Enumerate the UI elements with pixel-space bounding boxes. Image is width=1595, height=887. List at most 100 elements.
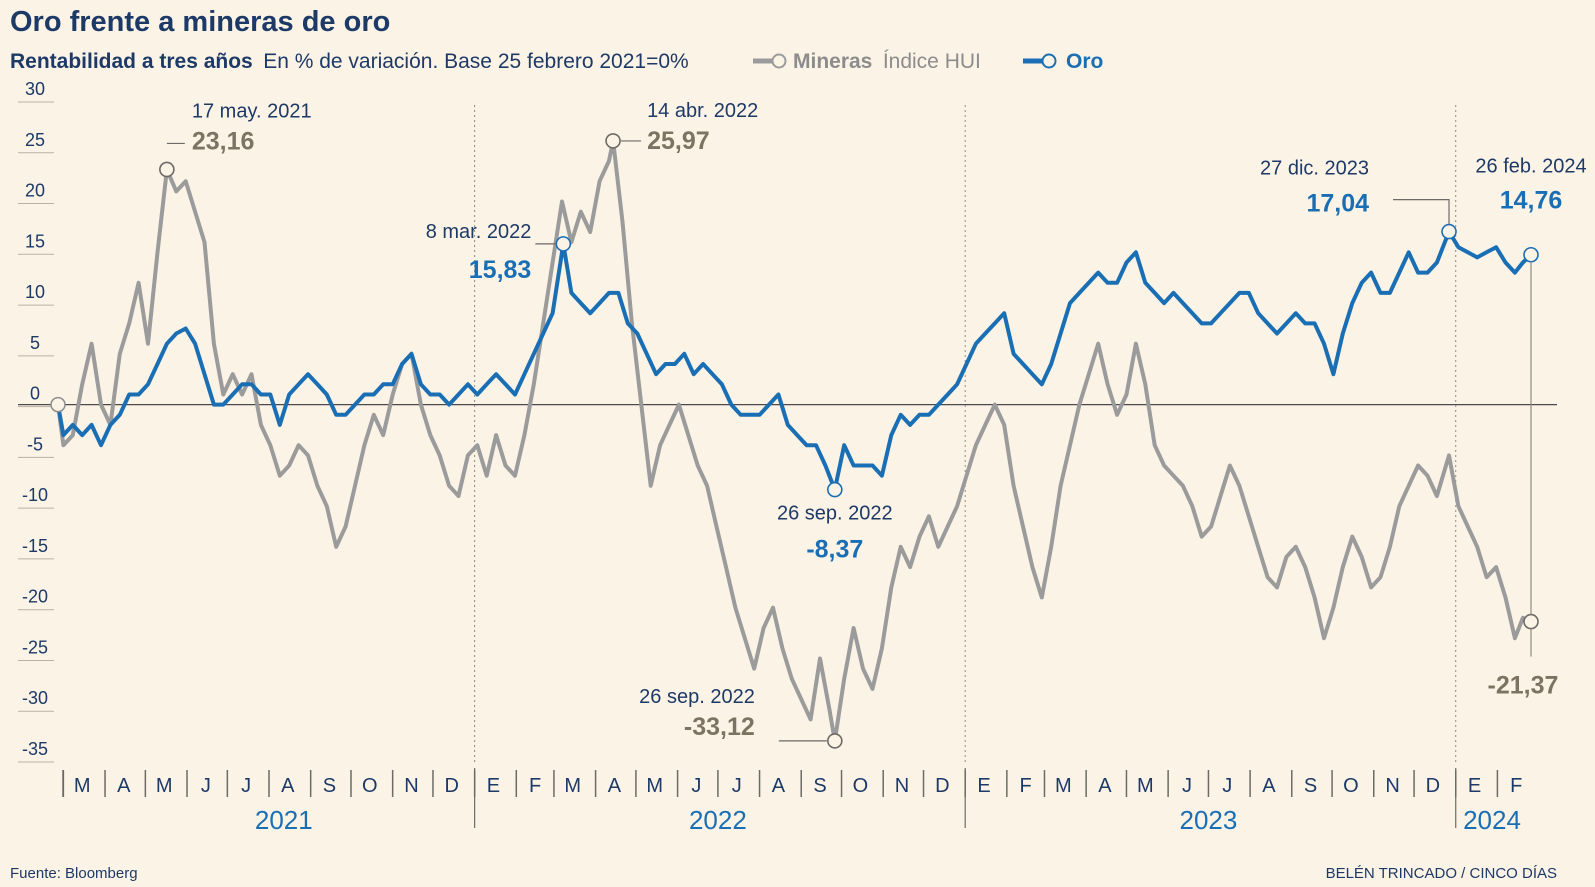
y-tick-label: -15 [22, 536, 48, 556]
annotation-leader [1393, 198, 1450, 225]
month-label: A [1098, 775, 1112, 797]
annotation-date: 26 sep. 2022 [639, 686, 755, 708]
legend-label-mineras: Mineras Índice HUI [793, 50, 981, 73]
month-label: D [1426, 775, 1440, 797]
month-label: A [608, 775, 622, 797]
series-line-mineras [56, 138, 1533, 743]
month-label: O [853, 775, 869, 797]
annotation-date: 14 abr. 2022 [647, 100, 758, 122]
annotation-value: 17,04 [1306, 190, 1369, 218]
y-tick-label: 25 [25, 130, 45, 150]
annotation-date: 17 may. 2021 [192, 100, 312, 122]
y-tick-label: -35 [22, 739, 48, 759]
month-label: A [1262, 775, 1276, 797]
month-label: F [529, 775, 541, 797]
year-label: 2022 [689, 805, 747, 835]
annotation-marker [1441, 223, 1457, 240]
month-label: F [1510, 775, 1522, 797]
origin-marker [50, 396, 66, 413]
month-label: N [895, 775, 909, 797]
y-tick-label: 0 [30, 384, 40, 404]
month-label: J [732, 775, 742, 797]
legend-marker-mineras [771, 53, 787, 69]
month-label: S [813, 775, 826, 797]
annotation-value: 25,97 [647, 127, 710, 155]
source-note: Fuente: Bloomberg [10, 865, 138, 882]
month-label: O [1343, 775, 1359, 797]
month-label: A [281, 775, 295, 797]
legend: Mineras Índice HUI Oro [753, 50, 1103, 73]
y-tick-label: -10 [22, 485, 48, 505]
month-label: E [487, 775, 500, 797]
month-label: E [1468, 775, 1481, 797]
legend-label-oro: Oro [1066, 50, 1103, 73]
y-tick-label: 5 [30, 333, 40, 353]
legend-name: Índice HUI [883, 50, 981, 73]
month-label: E [977, 775, 990, 797]
y-axis: 30 25 20 15 10 5 0 -5 -10 -15 -20 -25 -30 -35 [18, 79, 54, 763]
subtitle-bold: Rentabilidad a tres años [10, 50, 253, 73]
month-label: A [772, 775, 786, 797]
annotation-marker [827, 733, 843, 749]
month-label: N [1385, 775, 1399, 797]
legend-item-mineras: Mineras Índice HUI [753, 50, 981, 73]
legend-name-bold: Mineras [793, 50, 872, 73]
month-label: J [201, 775, 211, 797]
y-tick-label: 15 [25, 231, 45, 251]
month-label: A [117, 775, 131, 797]
annotation-marker [827, 481, 843, 498]
chart-subtitle: Rentabilidad a tres años En % de variaci… [10, 50, 689, 73]
annotation-marker [1523, 613, 1539, 630]
month-label: M [74, 775, 91, 797]
annotation-value: 14,76 [1500, 187, 1563, 215]
month-label: N [404, 775, 418, 797]
month-label: J [691, 775, 701, 797]
month-label: M [1137, 775, 1154, 797]
annotation-value: -33,12 [684, 713, 755, 741]
month-label: D [935, 775, 949, 797]
month-label: O [362, 775, 378, 797]
y-tick-label: -25 [22, 637, 48, 657]
y-tick-label: 20 [25, 181, 45, 201]
annotation-value: -21,37 [1488, 672, 1559, 700]
annotation-date: 27 dic. 2023 [1260, 158, 1369, 180]
y-tick-label: -20 [22, 587, 48, 607]
year-label: 2023 [1180, 805, 1238, 835]
month-label: S [1304, 775, 1317, 797]
month-label: D [445, 775, 459, 797]
month-label: J [241, 775, 251, 797]
series-line-oro [56, 229, 1533, 492]
annotation-marker [555, 236, 572, 252]
annotation-value: -8,37 [806, 536, 863, 564]
annotation-value: 23,16 [192, 127, 255, 155]
month-label: M [1055, 775, 1072, 797]
month-label: J [1182, 775, 1192, 797]
annotation-date: 26 feb. 2024 [1475, 156, 1586, 178]
chart-title: Oro frente a mineras de oro [10, 6, 390, 38]
annotation-date: 8 mar. 2022 [426, 221, 532, 243]
annotation-date: 26 sep. 2022 [777, 503, 893, 525]
month-label: M [156, 775, 173, 797]
annotation-marker [1523, 246, 1539, 263]
annotation-marker [605, 133, 621, 149]
legend-item-oro: Oro [1023, 50, 1103, 73]
x-axis: M A M J J A S O N D E F M A M J J A S O N D E F M A M J J A S O N D E F 2021… [62, 768, 1522, 835]
y-tick-label: -30 [22, 688, 48, 708]
annotations: 17 may. 2021 23,16 14 abr. 2022 25,97 8 mar.… [50, 100, 1587, 749]
annotation-marker [159, 161, 175, 178]
credit-note: BELÉN TRINCADO / CINCO DÍAS [1326, 865, 1557, 882]
month-label: F [1020, 775, 1032, 797]
y-tick-label: -5 [27, 434, 43, 454]
year-label: 2021 [255, 805, 313, 835]
annotation-value: 15,83 [469, 256, 532, 284]
month-label: M [646, 775, 663, 797]
month-label: J [1222, 775, 1232, 797]
legend-marker-oro [1041, 53, 1057, 69]
y-tick-label: 30 [25, 79, 45, 99]
y-tick-label: 10 [25, 282, 45, 302]
month-label: M [564, 775, 581, 797]
series-lines [56, 138, 1533, 743]
year-label: 2024 [1463, 805, 1521, 835]
month-label: S [323, 775, 336, 797]
